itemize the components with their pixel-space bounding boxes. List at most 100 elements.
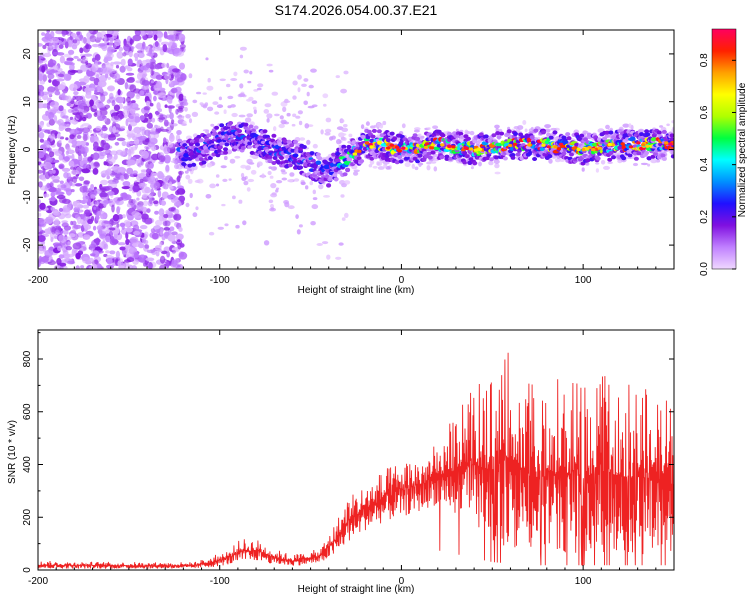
- spectrogram-cell: [256, 87, 262, 91]
- spectrogram-cell: [124, 245, 134, 253]
- spectrogram-cell: [297, 87, 301, 93]
- spectrogram-cell: [207, 155, 213, 160]
- spectrogram-cell: [139, 149, 144, 155]
- spectrogram-cell: [89, 99, 94, 107]
- spectrogram-cell: [176, 188, 186, 195]
- spectrogram-cell: [64, 188, 71, 192]
- spectrogram-cell: [275, 189, 279, 193]
- spectrogram-cell: [229, 158, 236, 164]
- spectrogram-cell: [262, 129, 268, 134]
- spectrogram-peak: [607, 142, 612, 147]
- spectrogram-peak: [594, 147, 599, 151]
- spectrogram-cell: [113, 104, 120, 112]
- spectrogram-cell: [640, 162, 648, 166]
- spectrogram-cell: [179, 44, 186, 49]
- spectrogram-cell: [38, 60, 44, 64]
- spectrogram-cell: [548, 158, 553, 164]
- spectrogram-cell: [71, 153, 75, 161]
- spectrogram-cell: [58, 165, 64, 169]
- colorbar-tick-label: 0.6: [699, 105, 710, 119]
- spectrogram-cell: [472, 139, 478, 144]
- spectrogram-cell: [150, 228, 156, 234]
- spectrogram-cell: [39, 121, 44, 129]
- spectrogram-cell: [237, 129, 242, 134]
- spectrogram-cell: [249, 70, 253, 75]
- spectrogram-cell: [38, 235, 46, 242]
- spectrogram-cell: [231, 112, 238, 118]
- spectrogram-cell: [341, 119, 345, 123]
- spectrogram-cell: [111, 32, 118, 40]
- spectrogram-cell: [56, 67, 63, 72]
- spectrogram-cell: [58, 154, 63, 161]
- spectrogram-cell: [56, 133, 61, 139]
- spectrogram-cell: [173, 48, 183, 56]
- spectrogram-marks: [38, 30, 674, 269]
- spectrogram-cell: [138, 173, 146, 178]
- spectrogram-cell: [122, 214, 126, 219]
- spectrogram-cell: [144, 117, 152, 124]
- spectrogram-cell: [411, 163, 415, 169]
- spectrogram-cell: [467, 160, 473, 165]
- spectrogram-cell: [87, 218, 93, 225]
- spectrogram-cell: [328, 175, 334, 180]
- spectrogram-cell: [289, 172, 295, 177]
- spectrogram-cell: [57, 84, 65, 91]
- y-tick-label: 200: [22, 508, 33, 525]
- spectrogram-cell: [310, 221, 316, 226]
- spectrogram-cell: [116, 198, 121, 202]
- spectrogram-cell: [444, 154, 450, 159]
- spectrogram-cell: [46, 30, 50, 33]
- spectrogram-cell: [227, 95, 234, 100]
- spectrogram-cell: [335, 256, 342, 260]
- spectrogram-cell: [65, 246, 73, 251]
- spectrogram-cell: [394, 160, 400, 165]
- spectrogram-cell: [628, 123, 632, 129]
- spectrogram-cell: [253, 89, 259, 92]
- spectrogram-cell: [111, 99, 116, 107]
- spectrogram-cell: [111, 204, 115, 213]
- spectrogram-cell: [73, 224, 82, 229]
- spectrogram-cell: [46, 68, 56, 75]
- spectrogram-cell: [133, 126, 142, 134]
- spectrogram-cell: [74, 95, 84, 101]
- spectrogram-cell: [138, 254, 147, 260]
- spectrogram-cell: [132, 34, 142, 42]
- spectrogram-cell: [129, 236, 139, 244]
- spectrogram-cell: [494, 155, 499, 160]
- spectrogram-cell: [312, 143, 318, 149]
- spectrogram-cell: [186, 168, 192, 172]
- spectrogram-cell: [380, 156, 386, 160]
- spectrogram-peak: [645, 144, 650, 148]
- spectrogram-cell: [430, 161, 437, 164]
- spectrogram-cell: [77, 232, 86, 238]
- spectrogram-cell: [116, 206, 120, 215]
- spectrogram-cell: [439, 155, 445, 160]
- spectrogram-cell: [494, 163, 500, 169]
- spectrogram-cell: [287, 179, 293, 183]
- y-tick-label: 20: [22, 48, 33, 60]
- spectrogram-cell: [483, 134, 489, 139]
- spectrogram-cell: [141, 213, 149, 220]
- spectrogram-cell: [238, 114, 246, 118]
- spectrogram-cell: [293, 178, 300, 182]
- spectrogram-cell: [201, 160, 207, 165]
- spectrogram-cell: [181, 123, 187, 126]
- spectrogram-cell: [41, 65, 46, 73]
- spectrogram-cell: [306, 91, 310, 97]
- spectrogram-peak: [628, 145, 634, 149]
- spectrogram-cell: [158, 155, 166, 163]
- spectrogram-cell: [546, 132, 552, 137]
- spectrogram-cell: [42, 94, 49, 101]
- spectrogram-cell: [298, 146, 304, 151]
- spectrogram-cell: [353, 169, 360, 173]
- spectrogram-cell: [242, 220, 247, 226]
- spectrogram-cell: [39, 202, 46, 210]
- spectrogram-peak: [636, 141, 641, 145]
- spectrogram-cell: [142, 65, 149, 71]
- spectrogram-cell: [119, 65, 126, 73]
- spectrogram-cell: [158, 116, 166, 120]
- spectrogram-cell: [402, 137, 408, 142]
- spectrogram-cell: [383, 163, 388, 168]
- spectrogram-cell: [491, 133, 497, 138]
- spectrogram-cell: [264, 103, 272, 108]
